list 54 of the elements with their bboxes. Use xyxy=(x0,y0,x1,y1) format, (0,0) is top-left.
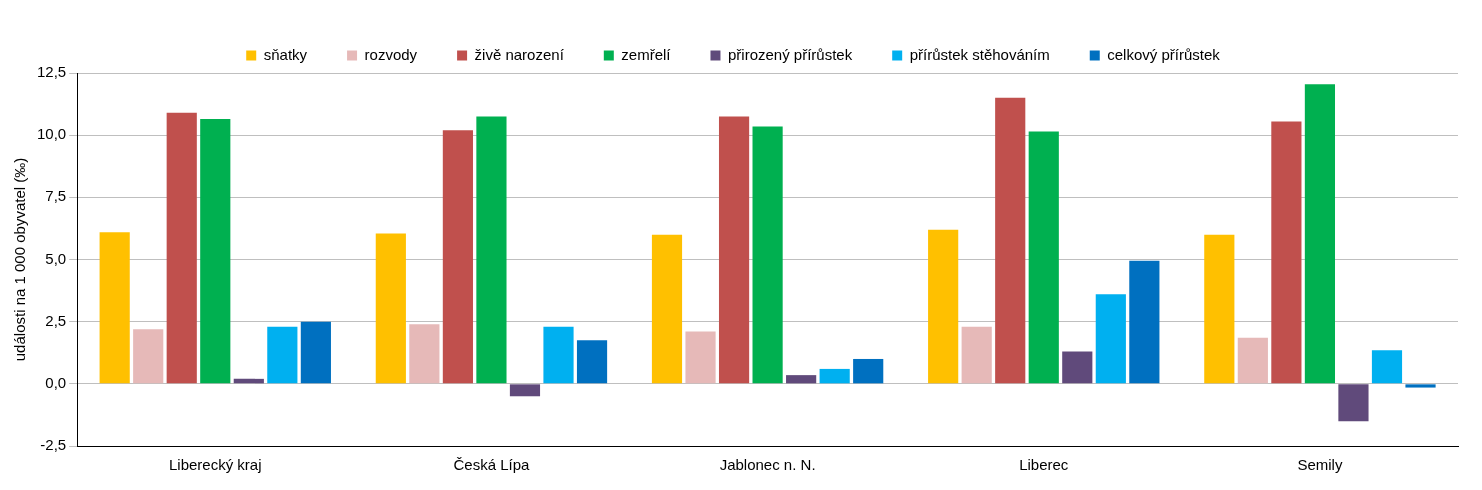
bar xyxy=(133,329,164,384)
bar xyxy=(1062,351,1093,384)
bar xyxy=(1204,234,1235,384)
bar xyxy=(961,326,992,384)
bar xyxy=(1405,384,1436,388)
y-tick-label: 10,0 xyxy=(36,125,67,143)
bar xyxy=(995,97,1026,384)
bar xyxy=(1129,260,1160,384)
bar xyxy=(409,324,440,384)
bar xyxy=(718,116,750,384)
x-tick-label: Semily xyxy=(1297,456,1343,474)
legend-label: rozvody xyxy=(364,45,418,63)
y-tick-label: 0,0 xyxy=(45,373,67,391)
bar xyxy=(819,368,850,384)
y-tick-label: 2,5 xyxy=(45,311,67,329)
legend-label: přirozený přírůstek xyxy=(727,45,853,63)
legend-label: přírůstek stěhováním xyxy=(909,45,1050,63)
bar xyxy=(543,326,574,384)
bar xyxy=(476,116,507,384)
y-axis-title: události na 1 000 obyvatel (‰) xyxy=(11,157,29,362)
bar xyxy=(200,119,231,384)
bar xyxy=(442,130,473,384)
bar xyxy=(576,340,608,384)
bar xyxy=(685,331,716,384)
bar xyxy=(853,358,884,384)
y-tick-label: 5,0 xyxy=(45,249,67,267)
bar xyxy=(1095,294,1126,384)
bar xyxy=(1338,384,1369,422)
x-tick-label: Jablonec n. N. xyxy=(719,456,816,474)
y-tick-label: -2,5 xyxy=(40,436,67,454)
bar xyxy=(267,326,298,384)
bar xyxy=(99,232,130,384)
legend-label: celkový přírůstek xyxy=(1107,45,1221,63)
bar xyxy=(1371,350,1403,384)
legend-label: zemřelí xyxy=(621,45,672,63)
bar xyxy=(300,321,331,384)
bar xyxy=(1271,121,1302,384)
bar xyxy=(1028,131,1059,384)
x-tick-label: Liberec xyxy=(1019,456,1069,474)
legend-label: sňatky xyxy=(263,45,308,63)
bar xyxy=(166,112,197,384)
bar xyxy=(786,375,817,384)
x-tick-label: Česká Lípa xyxy=(453,456,531,474)
bar xyxy=(509,384,541,397)
bar xyxy=(752,126,783,384)
y-tick-label: 12,5 xyxy=(36,63,67,81)
y-tick-label: 7,5 xyxy=(45,187,67,205)
x-tick-label: Liberecký kraj xyxy=(169,456,262,474)
bar xyxy=(1237,337,1268,384)
bar xyxy=(651,234,683,384)
bar xyxy=(375,233,406,384)
bar xyxy=(928,229,959,384)
bar xyxy=(1304,84,1336,384)
legend-label: živě narození xyxy=(474,45,565,63)
